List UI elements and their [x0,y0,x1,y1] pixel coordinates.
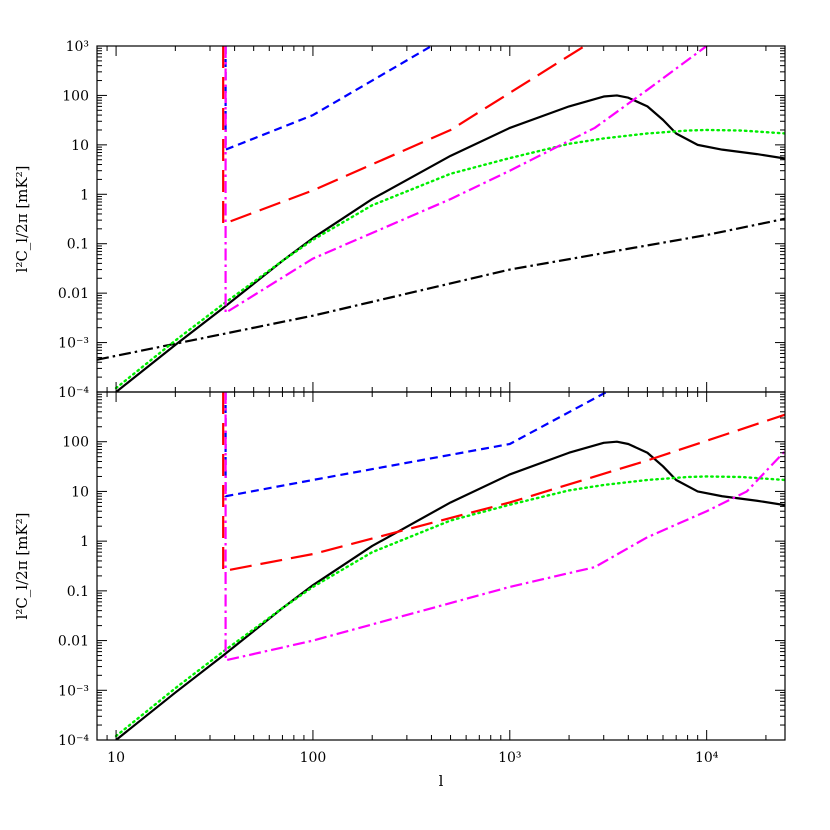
y-tick-label: 0.1 [67,237,89,253]
x-axis-label: l [439,772,444,790]
series-line-1 [115,440,785,740]
series-line-1 [115,94,785,392]
plot-frame [96,391,786,741]
series-line-2 [114,475,785,738]
y-tick-label: 100 [62,435,89,451]
y-axis-label: l²C_l/2π [mK²] [13,166,31,273]
y-axis-label: l²C_l/2π [mK²] [13,513,31,620]
x-tick-label: 10 [107,750,125,766]
y-tick-label: 10⁻⁴ [58,385,89,401]
series-line-2 [97,217,785,361]
y-tick-label: 10⁻³ [58,683,89,699]
x-tick-label: 100 [300,750,327,766]
series-line-5 [222,46,586,226]
y-tick-label: 1 [80,187,89,203]
series-group [97,46,785,392]
x-tick-label: 10⁴ [695,750,719,766]
y-tick-label: 1 [80,534,89,550]
y-tick-label: 10⁻³ [58,336,89,352]
series-line-4 [224,46,433,151]
series-line-3 [114,128,785,390]
panel-top: 10⁻⁴ 10⁻³ 0.01 0.1 1 10 100 10³ l²C_l/2π [mK²] [13,39,786,401]
series-line-6 [224,46,708,314]
y-tick-label: 0.01 [58,634,89,650]
series-line-3 [224,392,608,498]
y-tick-label: 10³ [66,39,89,55]
x-tick-label: 10³ [498,750,521,766]
y-tick-label: 0.01 [58,286,89,302]
series-line-5 [224,392,785,662]
series-group [114,392,785,740]
y-tick-label: 10 [71,138,89,154]
panel-bottom: 10⁻⁴ 10⁻³ 0.01 0.1 1 10 100 l²C_l/2π [mK²] 10 100… [13,391,786,766]
y-tick-label: 10⁻⁴ [58,733,89,749]
y-tick-label: 100 [62,88,89,104]
plot-frame [96,45,786,393]
series-line-4 [222,392,785,573]
y-tick-label: 0.1 [67,584,89,600]
y-tick-label: 10 [71,484,89,500]
